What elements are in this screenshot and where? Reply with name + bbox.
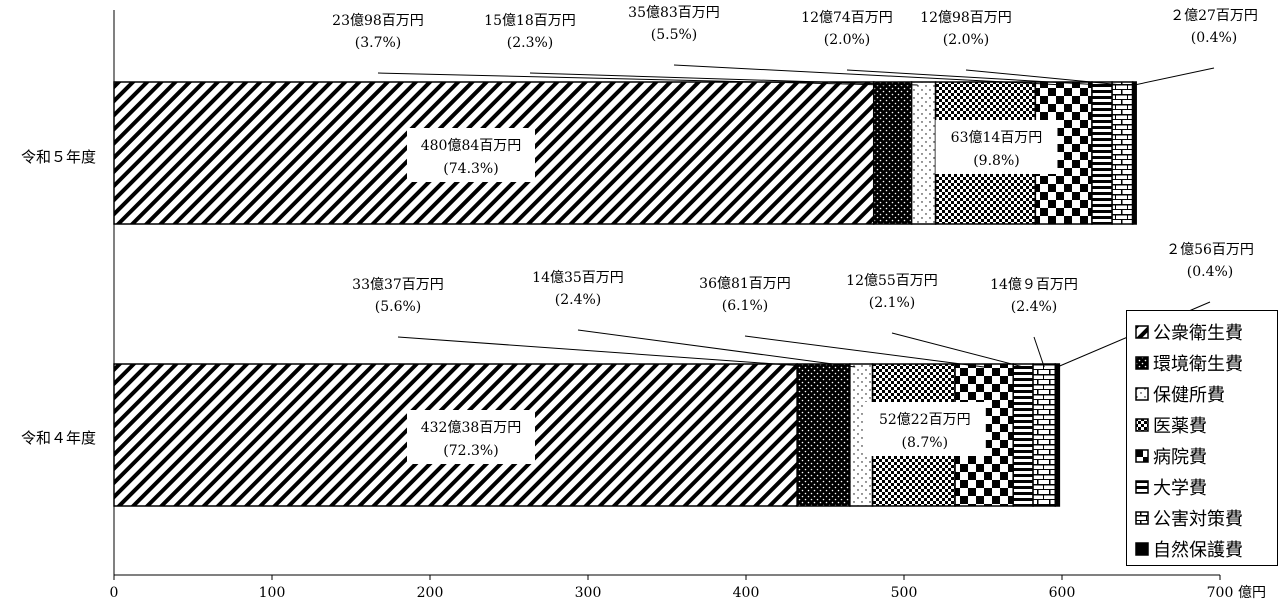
x-tick-label: 200 bbox=[417, 585, 444, 601]
x-tick-label: 500 bbox=[891, 585, 918, 601]
leader-line bbox=[529, 72, 918, 86]
legend-swatch bbox=[1135, 417, 1149, 432]
legend-swatch bbox=[1135, 448, 1149, 463]
leader-line bbox=[397, 336, 818, 368]
data-label: 63億14百万円 bbox=[951, 130, 1043, 146]
data-label: 12億74百万円 bbox=[801, 10, 893, 26]
data-label: ２億27百万円 bbox=[1170, 8, 1258, 24]
data-label: 12億55百万円 bbox=[846, 273, 938, 289]
data-label-percent: (2.3%) bbox=[507, 35, 554, 51]
leader-line bbox=[377, 72, 887, 86]
data-label-percent: (2.4%) bbox=[555, 292, 602, 308]
bar-segment bbox=[1054, 363, 1061, 507]
data-label: 480億84百万円 bbox=[421, 138, 522, 154]
leader-line bbox=[744, 335, 985, 368]
leader-line bbox=[1134, 67, 1215, 86]
data-label-box bbox=[407, 128, 535, 182]
legend: 公衆衛生費環境衛生費保健所費医薬費病院費大学費公害対策費自然保護費 bbox=[1126, 310, 1278, 566]
data-label-box bbox=[863, 402, 986, 456]
data-label: ２億56百万円 bbox=[1166, 242, 1254, 258]
legend-swatch bbox=[1135, 510, 1149, 525]
data-label: 12億98百万円 bbox=[920, 10, 1012, 26]
x-tick-label: 400 bbox=[733, 585, 760, 601]
leader-line bbox=[965, 69, 1123, 86]
data-label-percent: (6.1%) bbox=[722, 298, 769, 314]
legend-label: 保健所費 bbox=[1153, 384, 1225, 406]
legend-label: 自然保護費 bbox=[1153, 539, 1243, 561]
legend-item: 病院費 bbox=[1135, 440, 1277, 471]
category-label: 令和４年度 bbox=[21, 429, 96, 447]
data-labels: 480億84百万円 (74.3%) 63億14百万円 (9.8%) 432億38百万円 (… bbox=[332, 5, 1258, 464]
data-label-percent: (2.4%) bbox=[1011, 299, 1058, 315]
bar-segment bbox=[1131, 81, 1137, 225]
legend-swatch bbox=[1135, 386, 1149, 401]
x-tick-label: 600 bbox=[1049, 585, 1076, 601]
data-label-percent: (72.3%) bbox=[443, 443, 498, 459]
bar-segment bbox=[910, 81, 937, 225]
data-label-box bbox=[407, 410, 535, 464]
data-label-percent: (5.6%) bbox=[375, 299, 422, 315]
data-label-percent: (9.8%) bbox=[973, 153, 1020, 169]
legend-item: 環境衛生費 bbox=[1135, 347, 1277, 378]
x-tick-label: 300 bbox=[575, 585, 602, 601]
bar-segment bbox=[1111, 81, 1134, 225]
legend-swatch bbox=[1135, 355, 1149, 370]
bar-segment bbox=[1032, 363, 1057, 507]
leader-line bbox=[673, 64, 1064, 86]
data-label: 52億22百万円 bbox=[879, 412, 971, 428]
legend-label: 医薬費 bbox=[1153, 415, 1207, 437]
bar-segment bbox=[1091, 81, 1113, 225]
data-label: 15億18百万円 bbox=[484, 13, 576, 29]
x-tick-label: 700 bbox=[1207, 585, 1234, 601]
data-label-percent: (2.0%) bbox=[824, 32, 871, 48]
data-label-percent: (8.7%) bbox=[902, 435, 949, 451]
legend-label: 公衆衛生費 bbox=[1153, 322, 1243, 344]
legend-item: 保健所費 bbox=[1135, 378, 1277, 409]
x-tick-label: 100 bbox=[259, 585, 286, 601]
legend-item: 大学費 bbox=[1135, 471, 1277, 502]
leader-line bbox=[1033, 336, 1045, 368]
legend-label: 大学費 bbox=[1153, 477, 1207, 499]
data-label-percent: (74.3%) bbox=[443, 161, 498, 177]
data-label-percent: (3.7%) bbox=[355, 35, 402, 51]
data-label: 23億98百万円 bbox=[332, 13, 424, 29]
category-label: 令和５年度 bbox=[21, 148, 96, 166]
data-label-percent: (2.0%) bbox=[943, 32, 990, 48]
leader-line bbox=[577, 329, 856, 368]
legend-item: 公害対策費 bbox=[1135, 502, 1277, 533]
data-label-percent: (0.4%) bbox=[1187, 264, 1234, 280]
data-label: 35億83百万円 bbox=[628, 5, 720, 21]
legend-item: 自然保護費 bbox=[1135, 533, 1277, 564]
legend-item: 医薬費 bbox=[1135, 409, 1277, 440]
data-label-percent: (5.5%) bbox=[651, 27, 698, 43]
data-label-percent: (0.4%) bbox=[1191, 30, 1238, 46]
data-label: 432億38百万円 bbox=[421, 420, 522, 436]
legend-swatch bbox=[1135, 324, 1149, 339]
data-label: 33億37百万円 bbox=[352, 277, 444, 293]
data-label: 14億９百万円 bbox=[990, 277, 1078, 293]
legend-swatch bbox=[1135, 541, 1149, 556]
bar-segment bbox=[872, 81, 913, 225]
legend-label: 環境衛生費 bbox=[1153, 353, 1243, 375]
bar-segment bbox=[1012, 363, 1034, 507]
legend-item: 公衆衛生費 bbox=[1135, 316, 1277, 347]
data-label: 36億81百万円 bbox=[699, 276, 791, 292]
leader-line bbox=[846, 69, 1103, 86]
x-unit-label: 億円 bbox=[1238, 585, 1266, 601]
x-tick-label: 0 bbox=[110, 585, 119, 601]
data-label-box bbox=[935, 120, 1058, 174]
legend-label: 病院費 bbox=[1153, 446, 1207, 468]
leader-line bbox=[891, 332, 1024, 368]
legend-label: 公害対策費 bbox=[1153, 508, 1243, 530]
data-label: 14億35百万円 bbox=[532, 270, 624, 286]
bar-segment bbox=[796, 363, 851, 507]
data-label-percent: (2.1%) bbox=[869, 295, 916, 311]
legend-swatch bbox=[1135, 479, 1149, 494]
